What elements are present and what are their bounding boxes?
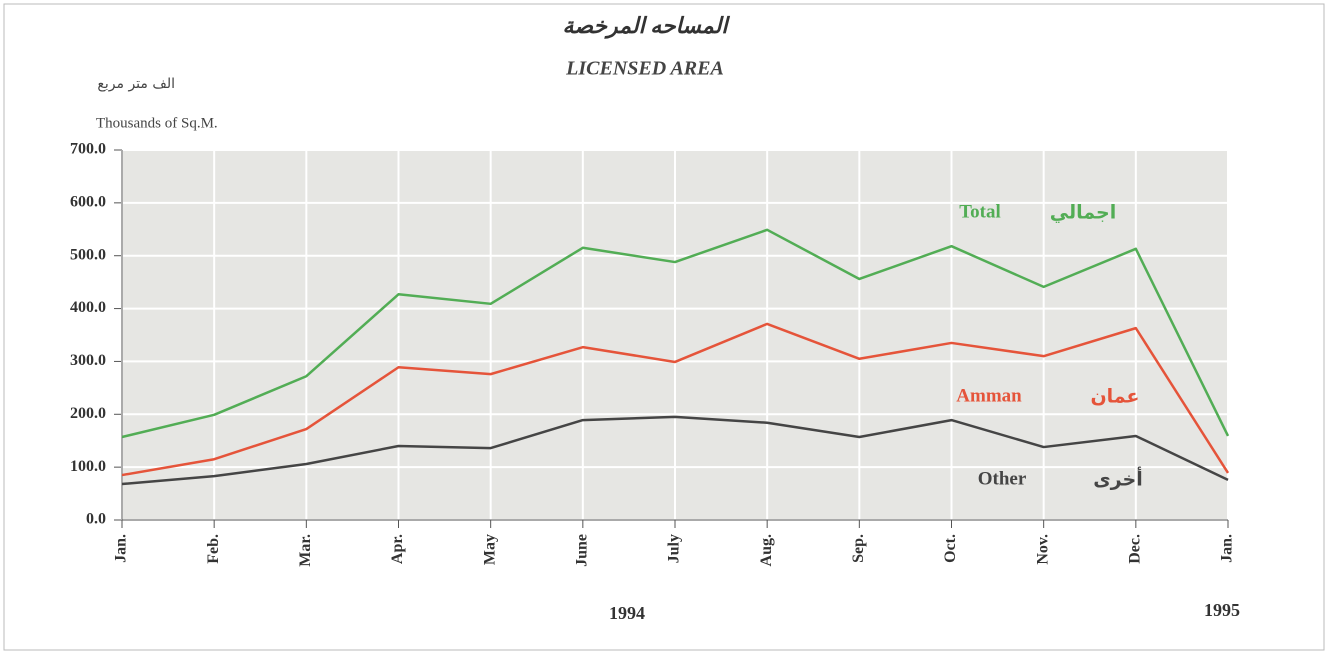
chart-title: المساحه المرخصة bbox=[563, 13, 731, 39]
chart-subtitle: LICENSED AREA bbox=[565, 58, 724, 80]
x-tick-label: Apr. bbox=[389, 534, 406, 564]
x-tick-label: Aug. bbox=[758, 534, 775, 566]
y-tick-label: 400.0 bbox=[70, 299, 106, 316]
x-tick-label: May bbox=[481, 534, 498, 565]
y-tick-label: 100.0 bbox=[70, 458, 106, 475]
y-tick-label: 700.0 bbox=[70, 141, 106, 158]
series-line bbox=[121, 415, 1229, 486]
x-tick-label: Dec. bbox=[1127, 534, 1144, 564]
x-tick-label: Jan. bbox=[113, 534, 130, 563]
series-label: Other bbox=[978, 468, 1027, 489]
y-axis-label: Thousands of Sq.M. bbox=[96, 115, 218, 131]
y-tick-label: 200.0 bbox=[70, 405, 106, 422]
y-tick-label: 300.0 bbox=[70, 352, 106, 369]
year-label: 1995 bbox=[1204, 600, 1240, 620]
x-tick-label: June bbox=[574, 534, 591, 567]
x-tick-label: Jan. bbox=[1219, 534, 1236, 563]
series-label-ar: أخرى bbox=[1093, 467, 1142, 491]
series-line bbox=[121, 228, 1230, 439]
series-label: Total bbox=[959, 201, 1001, 222]
y-tick-label: 600.0 bbox=[70, 194, 106, 211]
x-tick-label: Feb. bbox=[205, 534, 222, 564]
series-line bbox=[121, 322, 1230, 477]
x-tick-label: July bbox=[666, 534, 683, 563]
y-tick-label: 0.0 bbox=[86, 511, 106, 528]
series-label: Amman bbox=[956, 385, 1022, 406]
year-label: 1994 bbox=[609, 603, 645, 623]
x-tick-label: Nov. bbox=[1034, 534, 1051, 565]
y-axis-label-ar: الف متر مربع bbox=[97, 76, 175, 92]
x-tick-label: Mar. bbox=[297, 534, 314, 567]
series-label-ar: عمان bbox=[1090, 386, 1139, 408]
x-tick-label: Oct. bbox=[942, 534, 959, 563]
y-tick-label: 500.0 bbox=[70, 246, 106, 263]
x-tick-label: Sep. bbox=[850, 534, 867, 563]
series-label-ar: اجمالي bbox=[1050, 202, 1116, 224]
